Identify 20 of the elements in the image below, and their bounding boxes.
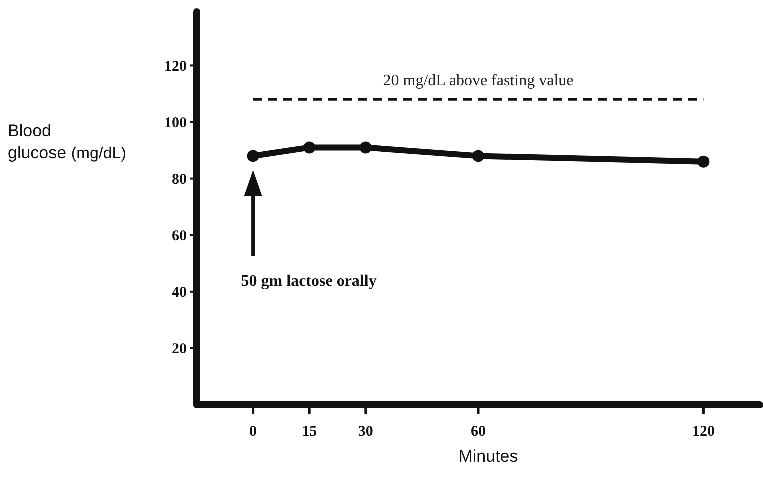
point <box>360 142 372 154</box>
point <box>304 142 316 154</box>
y-tick-label: 80 <box>172 172 187 188</box>
x-tick-label: 30 <box>358 424 374 440</box>
y-tick-label: 20 <box>172 342 187 358</box>
x-tick-label: 0 <box>250 424 258 440</box>
y-tick-label: 60 <box>172 228 187 245</box>
point <box>247 150 260 162</box>
x-axis-title: Minutes <box>458 447 518 466</box>
x-tick-label: 15 <box>302 424 318 440</box>
y-axis-title: Blood glucose (mg/dL) <box>8 121 126 162</box>
y-tick-label: 100 <box>164 116 187 132</box>
x-tick-label: 60 <box>471 424 486 440</box>
x-tick-label: 120 <box>692 424 715 440</box>
point <box>698 156 710 168</box>
annotation: 50 gm lactose orally <box>241 273 377 290</box>
y-tick-label: 120 <box>164 58 187 75</box>
ref-line-label: 20 mg/dL above fasting value <box>383 72 574 90</box>
y-tick-label: 40 <box>172 285 187 302</box>
point <box>472 150 484 162</box>
